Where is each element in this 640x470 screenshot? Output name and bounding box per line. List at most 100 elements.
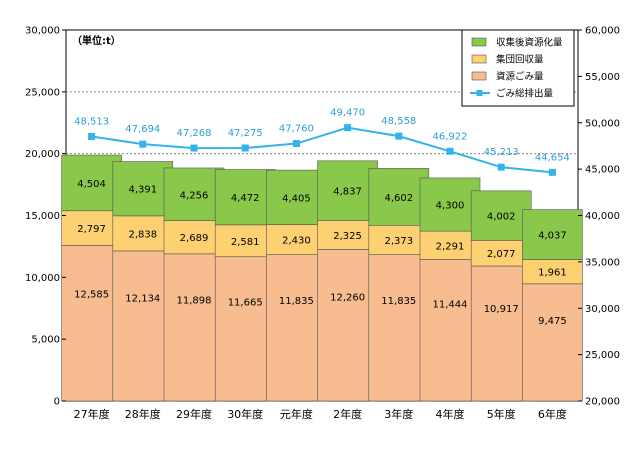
- bar-segment-3: [163, 167, 225, 221]
- bar-segment-3: [317, 160, 378, 221]
- bar-value-label: 10,917: [484, 304, 519, 315]
- bar-segment-1: [470, 265, 532, 402]
- line-point: [241, 144, 249, 152]
- line-point: [344, 124, 352, 132]
- bar-segment-3: [61, 154, 122, 212]
- line-point: [88, 133, 96, 141]
- bar-value-label: 2,838: [128, 229, 157, 240]
- bar-value-label: 4,405: [282, 193, 311, 204]
- y-left-tick-label: 10,000: [25, 273, 60, 284]
- line-value-label: 44,654: [535, 152, 570, 163]
- bar-segment-3: [112, 161, 174, 217]
- y-right-tick-label: 35,000: [585, 257, 620, 268]
- y-right-tick-label: 20,000: [585, 397, 620, 408]
- bar-value-label: 11,835: [279, 296, 314, 307]
- x-tick-label: 2年度: [333, 407, 362, 421]
- bar-value-label: 1,961: [538, 268, 567, 279]
- bar-value-label: 2,581: [231, 237, 260, 248]
- line-point: [292, 140, 300, 148]
- y-right-tick-label: 55,000: [585, 72, 620, 83]
- line-value-label: 45,213: [484, 147, 519, 158]
- bar-segment-1: [317, 249, 378, 402]
- line-point: [497, 163, 505, 171]
- bar-segment-1: [522, 283, 583, 402]
- bar-segment-2: [317, 220, 378, 250]
- bar-value-label: 12,134: [125, 293, 160, 304]
- bar-value-label: 4,037: [538, 231, 567, 242]
- y-right-tick-label: 30,000: [585, 304, 620, 315]
- bar-value-label: 4,602: [384, 193, 413, 204]
- bar-value-label: 4,504: [77, 179, 106, 190]
- legend-swatch: [471, 37, 487, 47]
- bar-value-label: 4,472: [231, 193, 260, 204]
- line-point: [190, 144, 198, 152]
- bar-value-label: 11,835: [381, 296, 416, 307]
- bar-segment-1: [112, 250, 174, 402]
- bar-segment-2: [214, 224, 276, 258]
- line-value-label: 47,275: [228, 128, 263, 139]
- bar-segment-2: [470, 240, 532, 267]
- unit-label: （単位:t）: [72, 34, 121, 47]
- x-tick-label: 30年度: [227, 407, 263, 421]
- y-left-tick-label: 20,000: [25, 149, 60, 160]
- x-tick-label: 3年度: [384, 407, 413, 421]
- y-left-tick-label: 25,000: [25, 87, 60, 98]
- line-value-label: 48,558: [381, 116, 416, 127]
- bar-value-label: 2,077: [487, 249, 516, 260]
- bar-segment-1: [214, 256, 276, 402]
- bar-segment-2: [266, 224, 327, 255]
- y-left-tick-label: 15,000: [25, 211, 60, 222]
- line-point: [446, 147, 454, 155]
- bar-segment-3: [214, 169, 276, 226]
- line-value-label: 47,694: [125, 124, 160, 135]
- total-line: 48,513 47,694 47,268 47,275 47,760 49,470 48,5…: [74, 108, 570, 176]
- line-value-label: 47,760: [279, 124, 314, 135]
- bar-segment-3: [419, 177, 481, 232]
- x-tick-label: 4年度: [436, 407, 465, 421]
- bar-value-label: 12,585: [74, 290, 109, 301]
- legend-marker: [476, 90, 483, 96]
- bar-segment-1: [61, 245, 122, 402]
- legend-label: 集団回収量: [496, 54, 544, 66]
- bar-value-label: 4,300: [436, 201, 465, 212]
- line-point: [395, 132, 403, 140]
- bars: 12,585 2,797 4,504 12,134 2,838 4,391 11,898 2,…: [61, 154, 583, 402]
- y-right-tick-label: 25,000: [585, 350, 620, 361]
- x-tick-label: 6年度: [538, 407, 567, 421]
- bar-value-label: 2,291: [436, 241, 465, 252]
- bar-value-label: 2,689: [180, 233, 209, 244]
- bar-value-label: 11,898: [177, 295, 212, 306]
- line-value-label: 47,268: [177, 128, 212, 139]
- bar-segment-1: [163, 253, 225, 402]
- bar-value-label: 2,430: [282, 236, 311, 247]
- total-line-path: [91, 126, 553, 174]
- bar-segment-2: [112, 215, 174, 252]
- y-left-tick-label: 5,000: [31, 335, 60, 346]
- legend-label: 収集後資源化量: [496, 37, 563, 49]
- bar-segment-2: [522, 259, 583, 285]
- bar-value-label: 2,373: [384, 236, 413, 247]
- y-right-tick-label: 45,000: [585, 165, 620, 176]
- line-point: [548, 168, 556, 176]
- bar-value-label: 11,444: [433, 299, 468, 310]
- y-right-tick-label: 60,000: [585, 26, 620, 37]
- x-tick-label: 29年度: [176, 407, 212, 421]
- bar-value-label: 12,260: [330, 292, 365, 303]
- bar-value-label: 2,325: [333, 231, 362, 242]
- axes: 0 5,000 10,000 15,000 20,000 25,000 30,000 20,0…: [25, 26, 620, 422]
- bar-value-label: 4,256: [180, 190, 209, 201]
- x-tick-label: 5年度: [487, 407, 516, 421]
- y-left-tick-label: 0: [54, 397, 60, 408]
- legend-swatch: [471, 54, 487, 64]
- x-tick-label: 元年度: [280, 407, 313, 421]
- bar-value-label: 4,391: [128, 185, 157, 196]
- bar-segment-3: [522, 209, 583, 260]
- bar-value-label: 11,665: [228, 297, 263, 308]
- bar-value-label: 4,002: [487, 212, 516, 223]
- bar-value-label: 4,837: [333, 187, 362, 198]
- legend-swatch: [471, 71, 487, 81]
- bar-segment-3: [266, 169, 327, 225]
- bar-segment-1: [419, 259, 481, 402]
